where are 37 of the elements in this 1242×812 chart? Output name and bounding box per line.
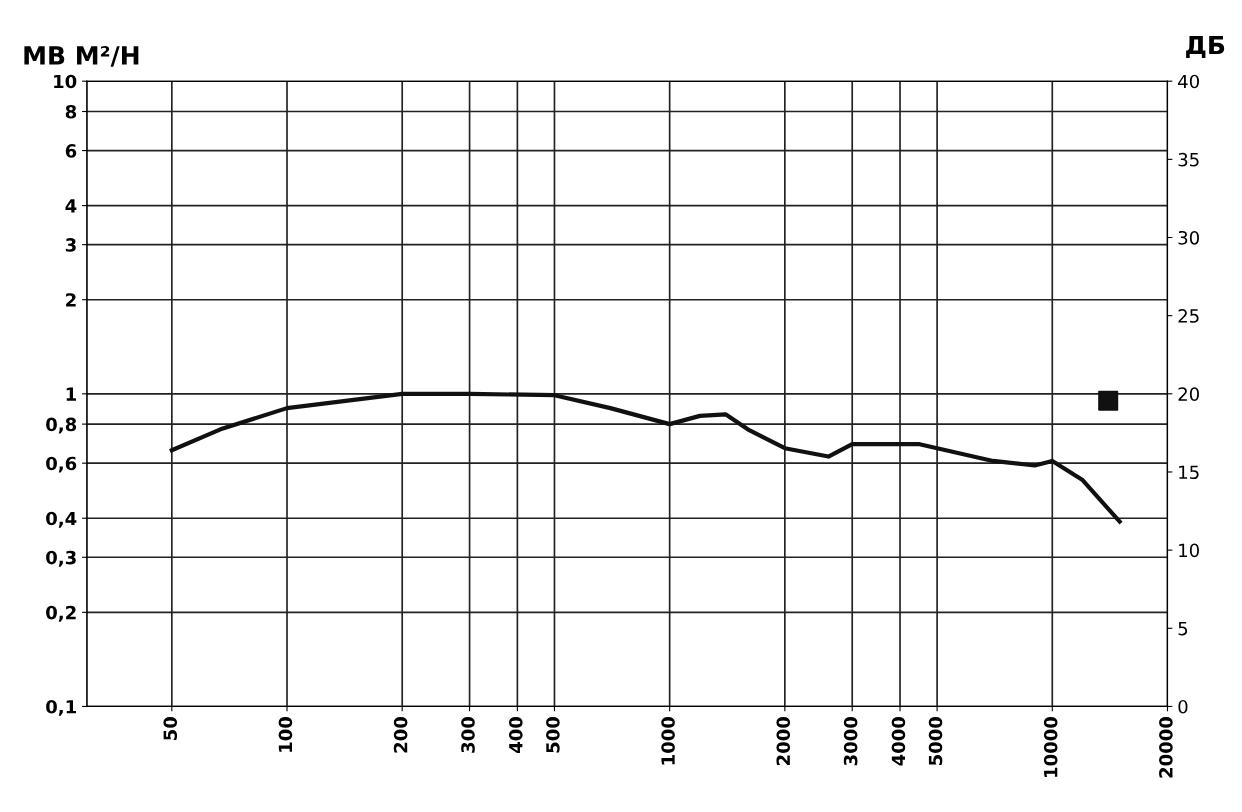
y-tick-label: 0,4 xyxy=(46,511,77,528)
y2-tick-label: 30 xyxy=(1178,230,1199,245)
x-tick-label: 50 xyxy=(163,717,178,740)
y2-tick-label: 0 xyxy=(1178,699,1188,714)
y-tick-label: 0,6 xyxy=(46,456,77,473)
y2-tick-label: 10 xyxy=(1179,543,1199,558)
x-tick-label: 10000 xyxy=(1043,717,1058,777)
y-tick-label: 4 xyxy=(65,199,77,213)
y2-tick-label: 5 xyxy=(1178,621,1188,636)
x-tick-label: 20000 xyxy=(1159,717,1173,778)
y-tick-label: 0,3 xyxy=(46,550,76,567)
y-axis-title: МВ М²/Н xyxy=(24,45,139,67)
x-tick-label: 1000 xyxy=(661,717,675,765)
y-tick-label: 2 xyxy=(66,293,76,307)
y2-tick-label: 20 xyxy=(1178,387,1199,401)
x-tick-label: 300 xyxy=(461,717,475,753)
y2-tick-label: 40 xyxy=(1178,74,1199,89)
y-tick-label: 0,1 xyxy=(46,699,76,716)
y2-tick-label: 35 xyxy=(1178,152,1199,167)
x-tick-label: 3000 xyxy=(843,717,858,766)
x-tick-label: 400 xyxy=(508,717,523,754)
y-tick-label: 6 xyxy=(65,144,77,158)
x-tick-label: 500 xyxy=(546,717,560,753)
x-tick-label: 200 xyxy=(393,717,408,753)
y2-tick-label: 25 xyxy=(1178,309,1199,323)
x-tick-label: 5000 xyxy=(928,717,943,766)
y-tick-label: 10 xyxy=(54,74,77,89)
x-tick-label: 100 xyxy=(278,717,293,752)
y-tick-label: 3 xyxy=(65,238,76,252)
x-tick-label: 2000 xyxy=(776,717,791,765)
y-tick-label: 0,2 xyxy=(46,605,76,622)
x-tick-label: 4000 xyxy=(891,717,906,766)
y-tick-label: 1 xyxy=(66,387,76,401)
y2-axis-title: ДБ xyxy=(1186,35,1225,59)
y-tick-label: 0,8 xyxy=(46,417,77,434)
y2-tick-label: 15 xyxy=(1179,465,1199,480)
y-tick-label: 8 xyxy=(65,104,77,119)
